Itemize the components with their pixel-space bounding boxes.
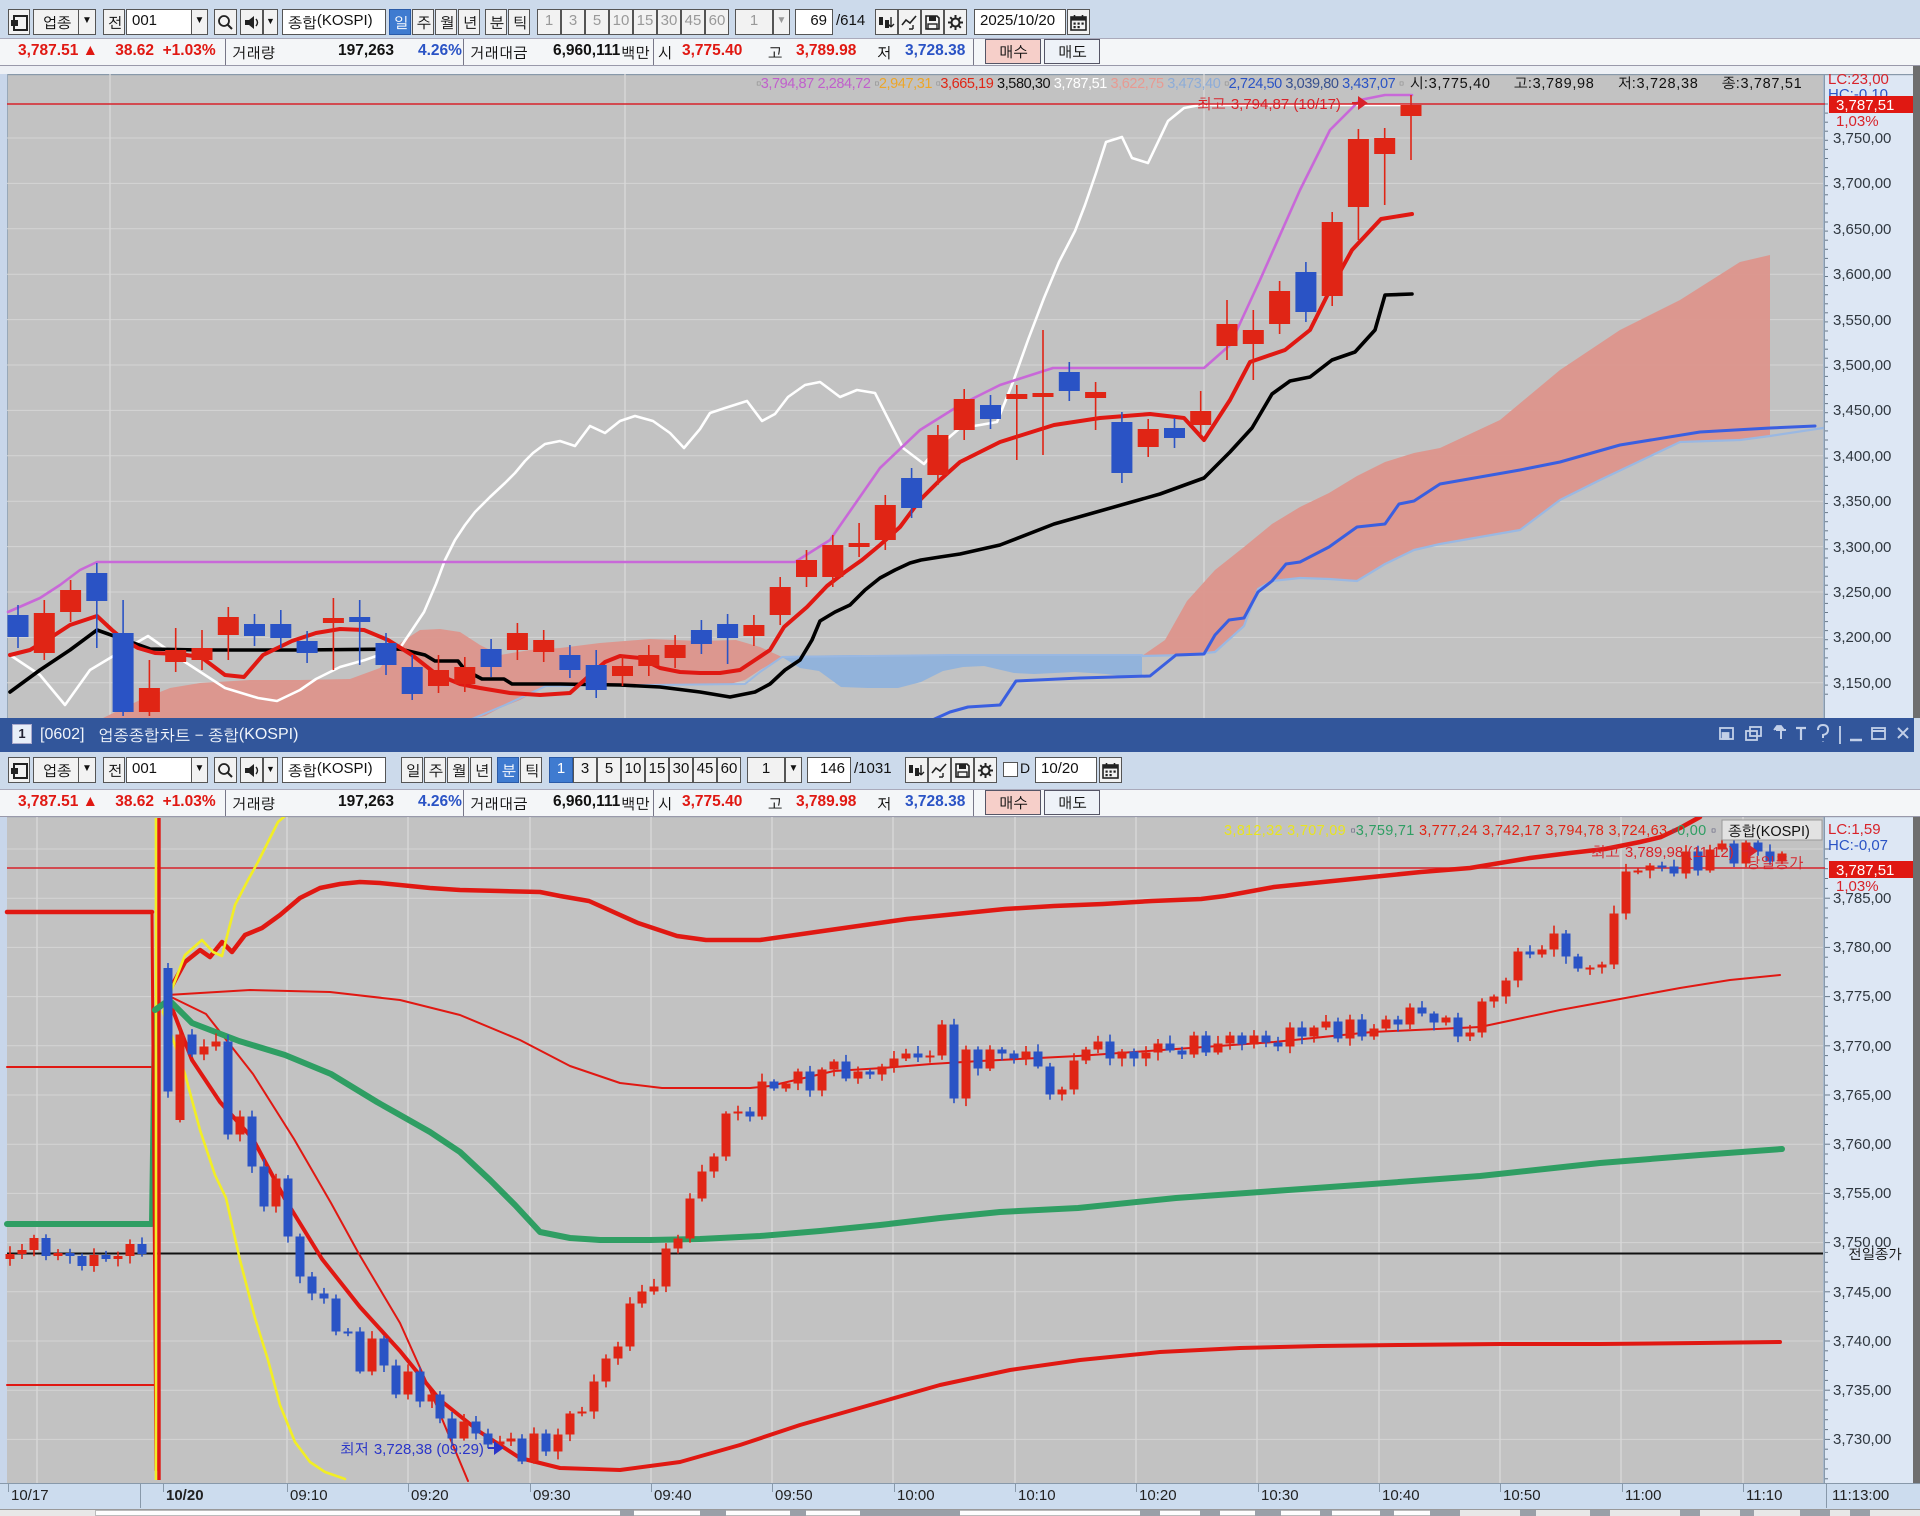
svg-text:3,755,00: 3,755,00 (1833, 1185, 1891, 1202)
svg-text:3,400,00: 3,400,00 (1833, 448, 1891, 465)
svg-text:(KOSPI): (KOSPI) (1756, 824, 1810, 840)
svg-text:3,250,00: 3,250,00 (1833, 584, 1891, 601)
svg-text:3,450,00: 3,450,00 (1833, 402, 1891, 419)
svg-text:HC:-0,07: HC:-0,07 (1828, 837, 1888, 854)
svg-text:3,728,38 (09:29): 3,728,38 (09:29) (374, 1441, 484, 1458)
svg-text:3,787,51: 3,787,51 (1836, 97, 1894, 114)
svg-text:3,745,00: 3,745,00 (1833, 1284, 1891, 1301)
svg-text:3,812,32 3,707,09 ▫3,759,71 3,: 3,812,32 3,707,09 ▫3,759,71 3,777,24 3,7… (1224, 823, 1716, 839)
svg-text:3,775,00: 3,775,00 (1833, 988, 1891, 1005)
svg-text::3,728,38: :3,728,38 (1632, 76, 1698, 92)
svg-text:3,787,51: 3,787,51 (1836, 862, 1894, 879)
svg-text:3,760,00: 3,760,00 (1833, 1136, 1891, 1153)
svg-text:3,794,87 (10/17): 3,794,87 (10/17) (1231, 96, 1341, 113)
svg-text:3,700,00: 3,700,00 (1833, 175, 1891, 192)
svg-text:3,750,00: 3,750,00 (1833, 1234, 1891, 1251)
svg-text::3,775,40: :3,775,40 (1424, 76, 1490, 92)
svg-text:1,03%: 1,03% (1836, 878, 1879, 895)
svg-text:3,750,00: 3,750,00 (1833, 130, 1891, 147)
svg-text:LC:1,59: LC:1,59 (1828, 821, 1881, 838)
svg-text:3,600,00: 3,600,00 (1833, 266, 1891, 283)
svg-text:3,770,00: 3,770,00 (1833, 1038, 1891, 1055)
svg-text:3,740,00: 3,740,00 (1833, 1333, 1891, 1350)
svg-text::3,787,51: :3,787,51 (1736, 76, 1802, 92)
svg-text:3,789,98 (11:12): 3,789,98 (11:12) (1625, 844, 1734, 861)
svg-text:LC:23,00: LC:23,00 (1828, 71, 1889, 88)
svg-text:3,765,00: 3,765,00 (1833, 1087, 1891, 1104)
svg-text:3,300,00: 3,300,00 (1833, 539, 1891, 556)
svg-text::3,789,98: :3,789,98 (1528, 76, 1594, 92)
svg-text:3,150,00: 3,150,00 (1833, 675, 1891, 692)
svg-text:3,500,00: 3,500,00 (1833, 357, 1891, 374)
svg-text:1,03%: 1,03% (1836, 113, 1879, 130)
svg-text:▫3,794,87 2,284,72 ▫2,947,31 ▫: ▫3,794,87 2,284,72 ▫2,947,31 ▫3,665,19 3… (756, 76, 1404, 92)
svg-text:3,550,00: 3,550,00 (1833, 312, 1891, 329)
svg-text:3,730,00: 3,730,00 (1833, 1431, 1891, 1448)
svg-text:3,780,00: 3,780,00 (1833, 939, 1891, 956)
svg-text:3,650,00: 3,650,00 (1833, 221, 1891, 238)
svg-text:3,785,00: 3,785,00 (1833, 890, 1891, 907)
svg-text:3,735,00: 3,735,00 (1833, 1382, 1891, 1399)
svg-text:3,350,00: 3,350,00 (1833, 493, 1891, 510)
svg-text:3,200,00: 3,200,00 (1833, 629, 1891, 646)
